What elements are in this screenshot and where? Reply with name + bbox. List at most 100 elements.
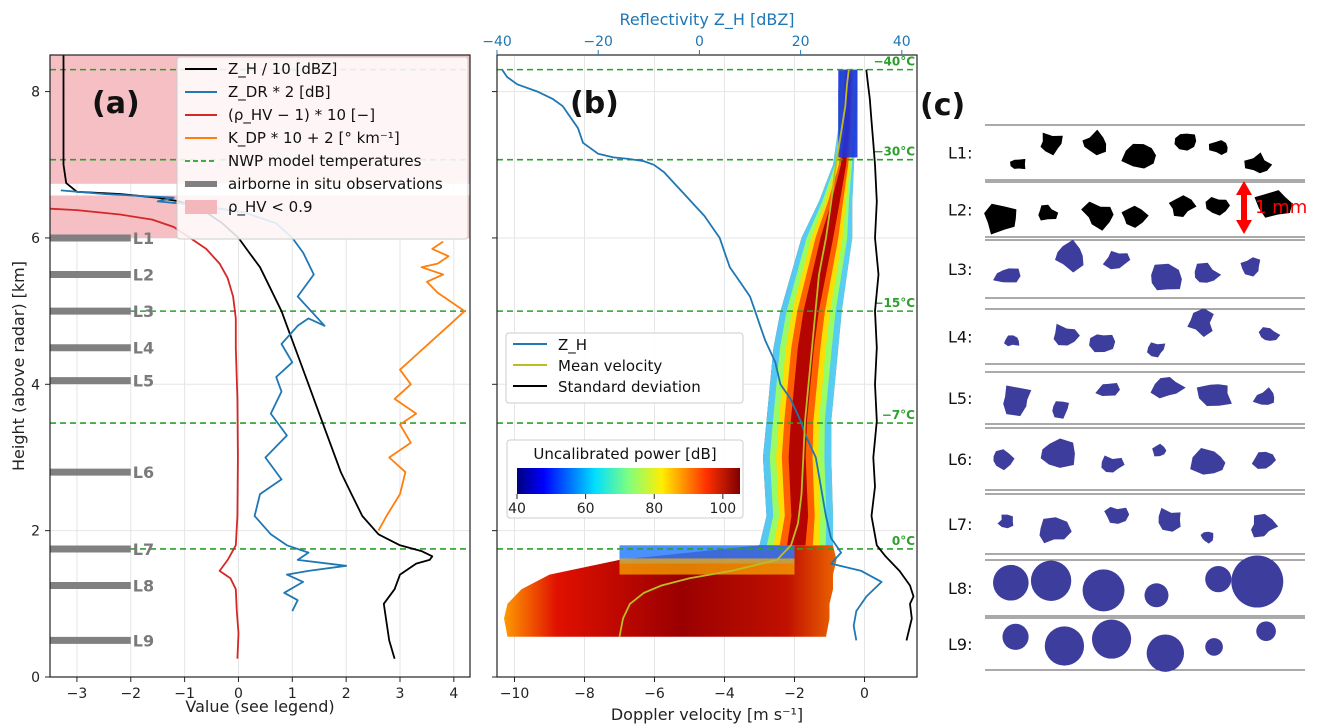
particle-2-1 [1038, 204, 1059, 221]
particle-4-5 [1258, 327, 1281, 341]
series-b-0 [501, 69, 883, 641]
legend-zh-label: Z_H / 10 [dBZ] [228, 60, 337, 79]
tick-label-a-x-2: −1 [174, 686, 195, 702]
particle-7-5 [1251, 513, 1279, 538]
panel-a-frame [49, 54, 471, 678]
tick-label-a-x-3: 0 [234, 686, 243, 702]
tick-label-b-x2-0: −40 [482, 34, 512, 50]
panel-c: (c) L1: L2: L3: L4: L5: L6: L7: L8: L9: 1 mm [920, 88, 1307, 672]
row-label-7: L7: [948, 515, 972, 534]
series-b-2 [865, 69, 915, 641]
particle-row-8 [985, 555, 1305, 617]
spectrum-top-cold [838, 69, 858, 158]
insitu-label-L5: L5 [133, 372, 154, 391]
panel-a-ticks: −3 −2 −1 0 1 2 3 4 0 2 4 6 8 [31, 85, 458, 702]
tick-label-a-x-5: 2 [342, 686, 351, 702]
particle-5-4 [1196, 384, 1232, 406]
particle-row-7 [985, 493, 1305, 555]
particle-4-1 [1053, 323, 1080, 346]
tick-label-b-x2-4: 40 [893, 34, 911, 50]
tick-label-a-x-6: 3 [396, 686, 405, 702]
series-a-3 [377, 240, 466, 532]
particle-3-0 [993, 268, 1021, 283]
legend-kdp-label: K_DP * 10 + 2 [° km⁻¹] [228, 129, 400, 148]
temp-label-b-0: 0°C [892, 534, 915, 548]
insitu-label-L8: L8 [133, 577, 154, 596]
spectrum-melting-streak-warm [619, 558, 795, 575]
series-b-1 [618, 69, 850, 637]
particle-4-4 [1187, 308, 1214, 337]
legend-b-box [505, 332, 744, 404]
particle-3-4 [1194, 262, 1222, 283]
insitu-label-L9: L9 [133, 631, 154, 650]
insitu-label-L4: L4 [133, 339, 154, 358]
particle-3-2 [1102, 250, 1131, 270]
scale-arrow-icon [1236, 181, 1252, 234]
scale-bar-label: 1 mm [1255, 197, 1307, 218]
particle-1-1 [1040, 132, 1063, 156]
particle-7-4 [1200, 531, 1214, 544]
legend-shade-label: ρ_HV < 0.9 [228, 198, 313, 217]
particle-3-3 [1151, 263, 1182, 291]
row-label-9: L9: [948, 635, 972, 654]
legend-shade-swatch [185, 200, 217, 214]
legend-rhohv-label: (ρ_HV − 1) * 10 [−] [228, 106, 375, 125]
tick-label-b-x2-1: −20 [583, 34, 613, 50]
particle-2-4 [1168, 195, 1197, 217]
particle-8-0 [993, 564, 1029, 601]
particle-3-1 [1055, 239, 1084, 273]
panel-b-x2label: Reflectivity Z_H [dBZ] [619, 10, 794, 30]
tick-label-b-x-2: −6 [644, 686, 665, 702]
tick-label-b-x-4: −2 [784, 686, 805, 702]
insitu-label-L7: L7 [133, 540, 154, 559]
insitu-bars: L1 L2 L3 L4 L5 L6 L7 L8 L9 [50, 229, 154, 650]
insitu-label-L1: L1 [133, 229, 154, 248]
colorbar-tick-label-1: 60 [577, 501, 595, 517]
tick-label-a-x-7: 4 [449, 686, 458, 702]
particle-2-6 [1254, 190, 1293, 218]
temp-label-b-1: −7°C [882, 408, 915, 422]
legend-zdr-label: Z_DR * 2 [dB] [228, 83, 331, 102]
tick-label-b-x-5: 0 [860, 686, 869, 702]
panel-c-label: (c) [920, 88, 965, 123]
legend-b-zh-label: Z_H [558, 336, 587, 355]
colorbar-tick-label-2: 80 [645, 501, 663, 517]
particle-9-3 [1146, 634, 1185, 672]
tick-label-a-y-1: 2 [31, 524, 40, 540]
panel-a-ylabel: Height (above radar) [km] [9, 261, 28, 471]
colorbar-label: Uncalibrated power [dB] [533, 445, 716, 463]
legend-nwp-label: NWP model temperatures [228, 152, 422, 170]
particle-6-4 [1190, 448, 1226, 475]
row-label-8: L8: [948, 579, 972, 598]
particle-9-0 [1002, 623, 1029, 650]
legend-b-std-label: Standard deviation [558, 378, 701, 396]
tick-label-a-y-3: 6 [31, 231, 40, 247]
particle-6-5 [1251, 451, 1276, 469]
particle-8-4 [1205, 566, 1232, 593]
particle-8-1 [1030, 560, 1072, 601]
tick-label-a-x-4: 1 [288, 686, 297, 702]
colorbar-tick-label-0: 40 [508, 501, 526, 517]
row-label-4: L4: [948, 328, 972, 347]
panel-b-xlabel: Doppler velocity [m s⁻¹] [611, 705, 803, 724]
particle-row-9 [985, 617, 1305, 672]
particle-9-4 [1205, 638, 1223, 656]
particle-1-4 [1174, 133, 1197, 151]
particle-7-0 [997, 514, 1014, 529]
insitu-label-L3: L3 [133, 302, 154, 321]
particle-2-5 [1205, 197, 1230, 216]
particle-2-0 [984, 203, 1017, 235]
particle-row-3 [985, 239, 1305, 299]
colorbar: Uncalibrated power [dB] 40 60 80 100 [506, 439, 744, 519]
particle-6-3 [1152, 443, 1167, 457]
panel-b-legend: Z_H Mean velocity Standard deviation [505, 332, 744, 404]
particle-8-2 [1082, 569, 1125, 612]
tick-label-b-x2-3: 20 [792, 34, 810, 50]
row-label-2: L2: [948, 201, 972, 220]
particle-9-2 [1091, 619, 1132, 659]
particle-row-1 [985, 124, 1305, 181]
particle-5-5 [1252, 387, 1275, 405]
tick-label-a-x-0: −3 [67, 686, 88, 702]
colorbar-ticks: 40 60 80 100 [508, 494, 736, 517]
